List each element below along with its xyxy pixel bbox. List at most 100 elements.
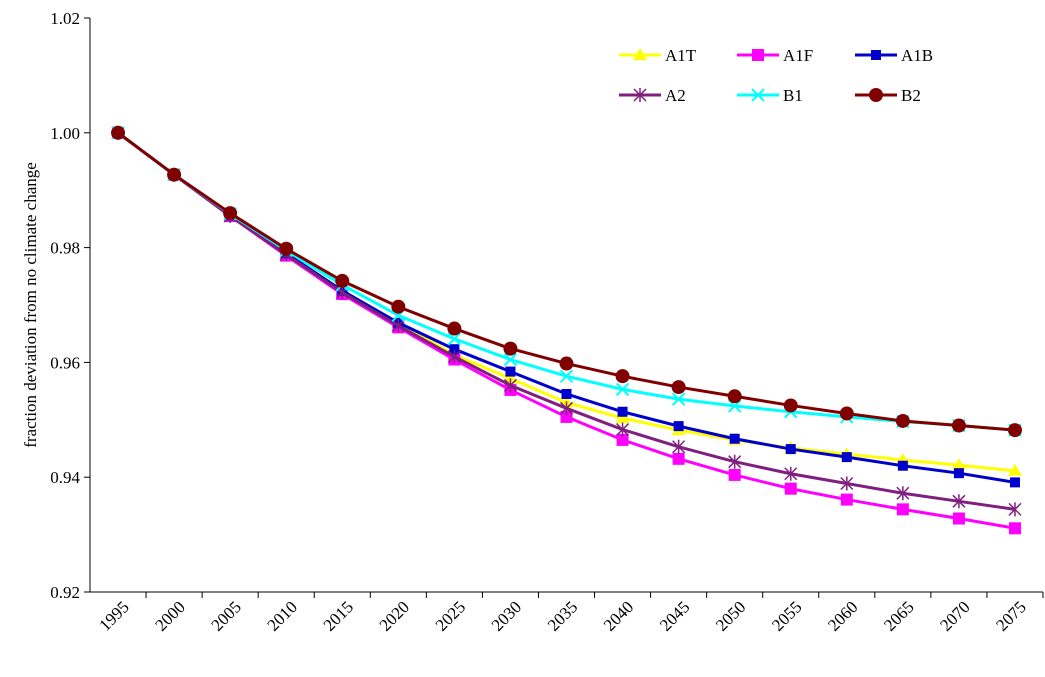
data-point	[896, 503, 909, 516]
data-point	[447, 321, 462, 336]
y-tick-label: 0.96	[50, 353, 80, 372]
x-tick-label: 2015	[320, 597, 357, 634]
data-point	[728, 468, 741, 481]
data-point	[672, 439, 686, 454]
data-point	[559, 369, 574, 383]
data-point	[1008, 502, 1022, 517]
series-line	[117, 131, 1016, 530]
data-point	[223, 206, 238, 221]
data-point	[279, 241, 294, 256]
data-point	[728, 454, 742, 469]
data-point	[503, 352, 518, 367]
legend-marker	[869, 88, 883, 102]
y-tick-label: 0.98	[50, 239, 80, 258]
data-point	[729, 433, 740, 444]
data-point	[505, 366, 516, 377]
series-line	[117, 131, 1016, 511]
data-point	[449, 344, 460, 355]
data-point	[951, 418, 966, 433]
legend-label: A2	[665, 86, 686, 105]
x-tick-label: 2035	[544, 597, 581, 634]
data-point	[503, 341, 518, 356]
x-tick-label: 2065	[880, 597, 917, 634]
data-point	[671, 380, 686, 395]
data-point	[839, 406, 854, 421]
data-point	[559, 401, 574, 416]
x-tick-label: 2020	[376, 597, 413, 634]
data-point	[727, 399, 742, 413]
data-point	[784, 482, 797, 495]
data-point	[784, 466, 798, 481]
data-point	[503, 378, 517, 393]
data-point	[447, 332, 462, 346]
x-tick-label: 2070	[936, 597, 973, 634]
data-point	[617, 406, 628, 417]
data-point	[447, 349, 461, 364]
data-point	[615, 411, 630, 424]
data-point	[896, 486, 910, 501]
data-point	[952, 512, 965, 525]
legend-label: B2	[901, 86, 921, 105]
data-point	[840, 493, 853, 506]
data-point	[615, 369, 630, 384]
data-point	[615, 382, 630, 397]
series-line	[117, 131, 1016, 432]
x-tick-label: 2005	[207, 597, 244, 634]
legend-label: A1B	[901, 46, 933, 65]
legend-label: B1	[783, 86, 803, 105]
data-point	[671, 392, 686, 406]
data-point	[391, 299, 406, 314]
x-tick-label: 2010	[264, 597, 301, 634]
y-tick-label: 0.94	[50, 468, 80, 487]
x-tick-label: 2055	[768, 597, 805, 634]
x-tick-label: 2040	[600, 597, 637, 634]
data-point	[1009, 477, 1020, 488]
legend-marker	[752, 49, 764, 61]
data-point	[111, 125, 126, 140]
y-tick-label: 1.00	[50, 124, 80, 143]
data-point	[559, 356, 574, 371]
data-point	[503, 371, 518, 384]
data-point	[1008, 522, 1021, 535]
data-point	[727, 389, 742, 404]
y-axis-label: fraction deviation from no climate chang…	[21, 162, 40, 448]
data-point	[895, 413, 910, 428]
x-tick-label: 2030	[488, 597, 525, 634]
data-point	[616, 433, 629, 446]
x-tick-label: 2060	[824, 597, 861, 634]
data-point	[672, 452, 685, 465]
data-point	[1007, 463, 1022, 476]
x-tick-label: 2075	[992, 597, 1029, 634]
data-point	[841, 452, 852, 463]
data-point	[391, 318, 405, 333]
data-point	[560, 410, 573, 423]
data-point	[951, 458, 966, 471]
y-tick-label: 1.02	[50, 9, 80, 28]
x-tick-label: 2025	[432, 597, 469, 634]
data-point	[673, 421, 684, 432]
y-tick-label: 0.92	[50, 583, 80, 602]
data-point	[953, 468, 964, 479]
legend-marker	[871, 50, 881, 60]
series-line	[117, 131, 1016, 432]
data-point	[1007, 423, 1022, 438]
data-point	[785, 444, 796, 455]
x-tick-label: 2050	[712, 597, 749, 634]
data-point	[783, 398, 798, 413]
data-point	[952, 494, 966, 509]
data-point	[897, 460, 908, 471]
x-tick-label: 2045	[656, 597, 693, 634]
data-point	[840, 476, 854, 491]
legend-marker	[633, 48, 647, 60]
x-tick-label: 2000	[151, 597, 188, 634]
legend-marker	[633, 88, 647, 102]
data-point	[167, 167, 182, 182]
series-line	[117, 131, 1016, 484]
legend-label: A1F	[783, 46, 813, 65]
x-tick-label: 1995	[95, 597, 132, 634]
data-point	[561, 388, 572, 399]
data-point	[616, 422, 630, 437]
legend-marker	[751, 88, 765, 102]
legend-label: A1T	[665, 46, 697, 65]
